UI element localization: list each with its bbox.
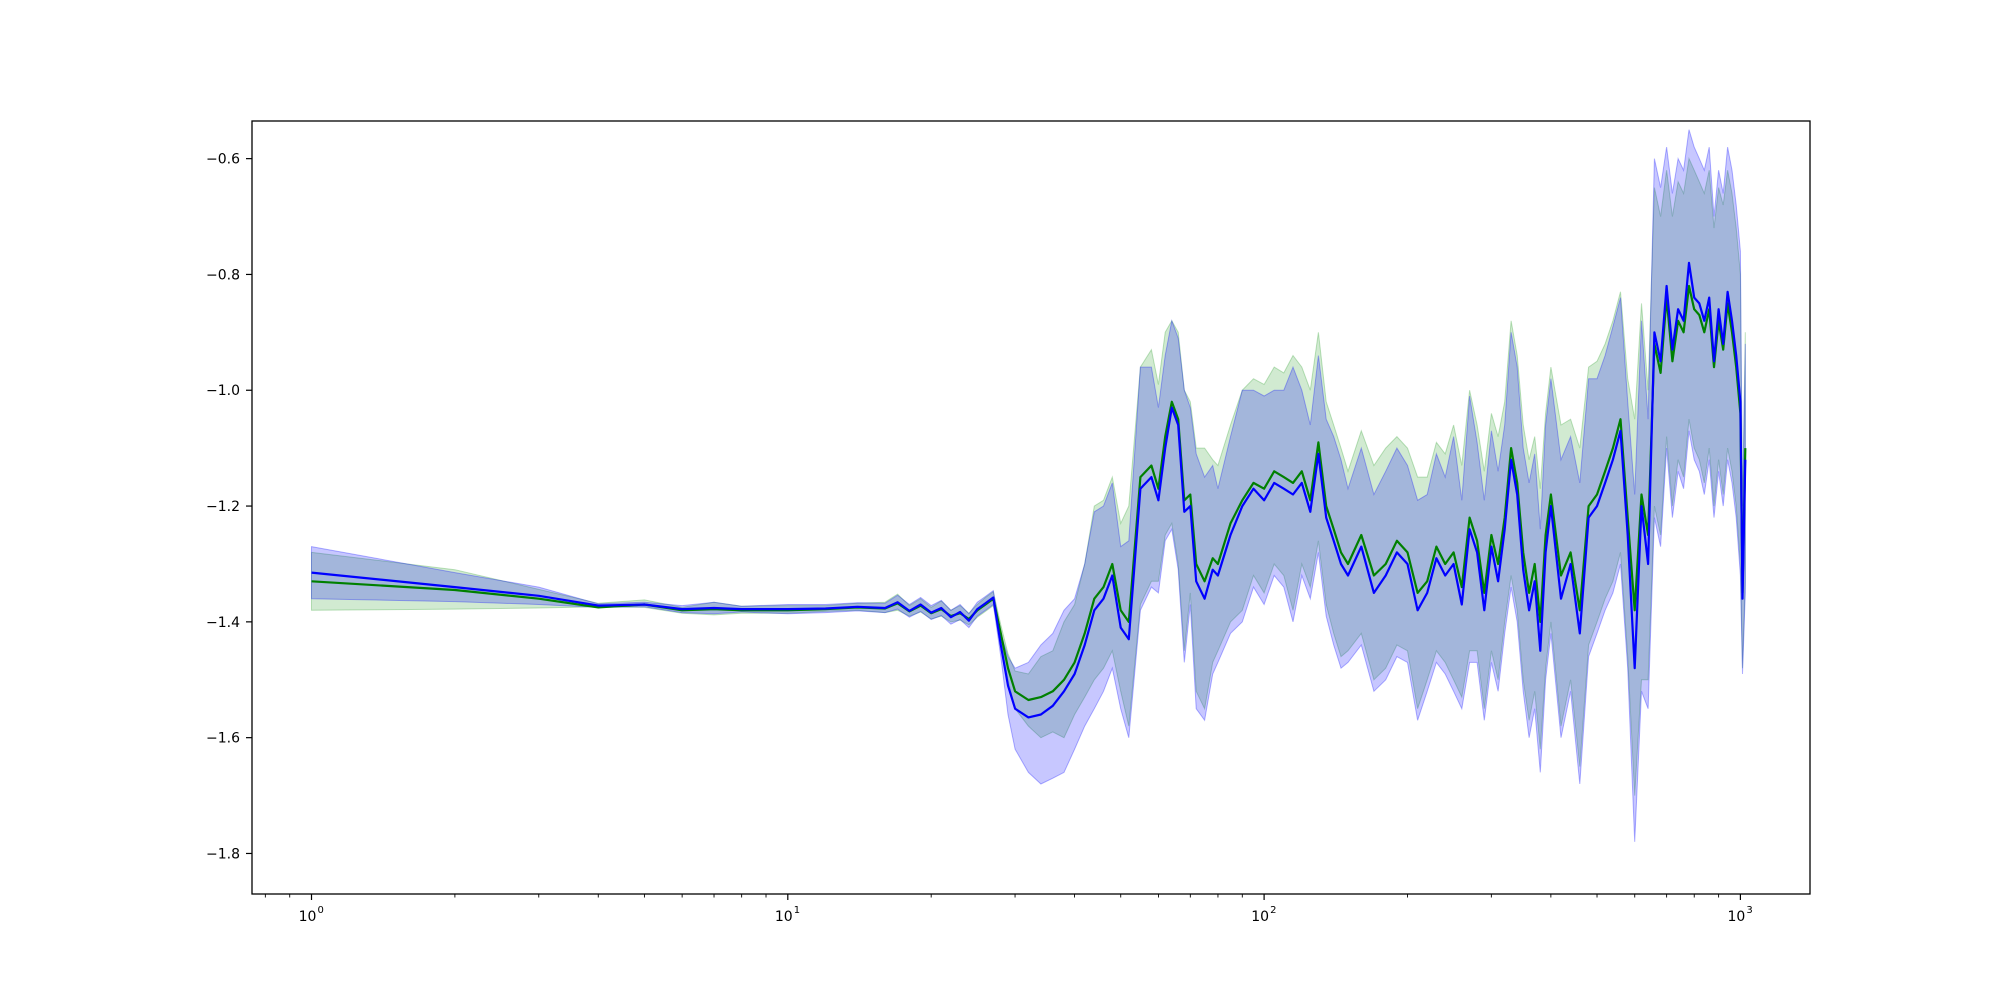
confidence-bands	[311, 129, 1746, 842]
band-series-1	[311, 156, 1746, 796]
x-tick-label-exponent: 1	[794, 905, 800, 916]
x-axis: 10 0 10 1 10 2 10 3	[264, 894, 1753, 925]
y-tick-label: −1.2	[206, 499, 240, 515]
series-lines	[311, 261, 1747, 719]
y-tick-label: −1.4	[206, 615, 240, 631]
y-tick-label: −1.8	[206, 846, 240, 862]
band-series-2	[311, 129, 1746, 842]
x-tick-label: 10	[299, 909, 317, 925]
y-axis: −0.6 −0.8 −1.0 −1.2 −1.4 −1.6 −1.8	[206, 152, 252, 862]
plot-area-frame	[251, 120, 1811, 895]
x-tick-label-exponent: 2	[1270, 905, 1276, 916]
x-tick-label: 10	[775, 909, 793, 925]
y-tick-label: −0.8	[206, 267, 240, 283]
line-series-2	[311, 261, 1747, 719]
x-tick-label-exponent: 0	[318, 905, 324, 916]
x-tick-label-exponent: 3	[1746, 905, 1752, 916]
x-tick-label: 10	[1727, 909, 1745, 925]
y-tick-label: −1.0	[206, 383, 240, 399]
x-tick-label: 10	[1251, 909, 1269, 925]
y-tick-label: −1.6	[206, 731, 240, 747]
y-tick-label: −0.6	[206, 152, 240, 168]
